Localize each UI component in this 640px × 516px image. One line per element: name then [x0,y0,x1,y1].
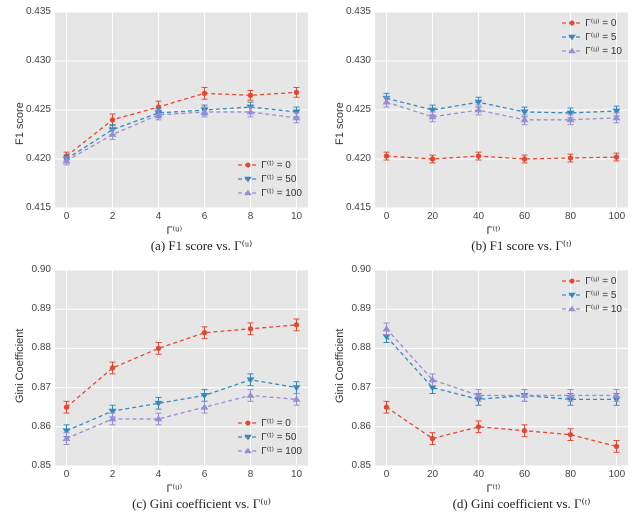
ytick-label: 0.430 [346,55,371,66]
legend-label: Γ⁽ᵘ⁾ = 5 [583,32,616,43]
xtick-label: 2 [105,211,121,222]
ytick-label: 0.88 [32,342,51,353]
legend-label: Γ⁽ᵗ⁾ = 100 [259,188,302,199]
legend-item: Γ⁽ᵗ⁾ = 0 [237,158,302,172]
ytick-label: 0.89 [352,303,371,314]
ytick-label: 0.435 [26,6,51,17]
panel-b: 0 20 40 60 80 100 0.415 0.420 0.425 0.430 0.435 Γ⁽ᵗ… [320,0,640,258]
xtick-label: 10 [289,469,305,480]
y-axis-label: F1 score [14,102,26,145]
legend-item: Γ⁽ᵗ⁾ = 100 [237,444,302,458]
panel-caption: (c) Gini coefficient vs. Γ⁽ᵘ⁾ [102,496,302,512]
y-axis-label: Gini Coefficient [14,329,26,403]
legend: Γ⁽ᵘ⁾ = 0 Γ⁽ᵘ⁾ = 5 Γ⁽ᵘ⁾ = 10 [561,16,622,58]
legend-item: Γ⁽ᵗ⁾ = 50 [237,172,302,186]
legend: Γ⁽ᵘ⁾ = 0 Γ⁽ᵘ⁾ = 5 Γ⁽ᵘ⁾ = 10 [561,274,622,316]
legend: Γ⁽ᵗ⁾ = 0 Γ⁽ᵗ⁾ = 50 Γ⁽ᵗ⁾ = 100 [237,158,302,200]
x-axis-label: Γ⁽ᵗ⁾ [487,482,501,495]
legend-label: Γ⁽ᵗ⁾ = 50 [259,432,296,443]
xtick-label: 4 [151,469,167,480]
xtick-label: 0 [379,469,395,480]
legend-item: Γ⁽ᵗ⁾ = 0 [237,416,302,430]
xtick-label: 4 [151,211,167,222]
ytick-label: 0.425 [26,104,51,115]
xtick-label: 2 [105,469,121,480]
xtick-label: 8 [243,211,259,222]
xtick-label: 40 [471,469,487,480]
legend-item: Γ⁽ᵘ⁾ = 5 [561,288,622,302]
ytick-label: 0.86 [32,421,51,432]
x-axis-label: Γ⁽ᵗ⁾ [487,224,501,237]
legend-item: Γ⁽ᵘ⁾ = 5 [561,30,622,44]
ytick-label: 0.430 [26,55,51,66]
legend-item: Γ⁽ᵘ⁾ = 0 [561,274,622,288]
ytick-label: 0.415 [26,202,51,213]
legend-label: Γ⁽ᵘ⁾ = 10 [583,46,622,57]
legend-label: Γ⁽ᵗ⁾ = 0 [259,418,291,429]
xtick-label: 20 [425,469,441,480]
xtick-label: 0 [59,211,75,222]
figure-grid: 0 2 4 6 8 10 0.415 0.420 0.425 0.430 0.435 Γ⁽ᵘ⁾ F1 s… [0,0,640,516]
legend-label: Γ⁽ᵘ⁾ = 0 [583,276,616,287]
y-axis-label: F1 score [334,102,346,145]
legend-item: Γ⁽ᵘ⁾ = 10 [561,44,622,58]
legend-label: Γ⁽ᵘ⁾ = 5 [583,290,616,301]
legend-item: Γ⁽ᵗ⁾ = 100 [237,186,302,200]
panel-caption: (d) Gini coefficient vs. Γ⁽ᵗ⁾ [422,496,622,512]
xtick-label: 100 [609,211,625,222]
xtick-label: 10 [289,211,305,222]
ytick-label: 0.90 [352,264,371,275]
y-axis-label: Gini Coefficient [334,329,346,403]
ytick-label: 0.87 [352,382,371,393]
legend-label: Γ⁽ᵘ⁾ = 0 [583,18,616,29]
x-axis-label: Γ⁽ᵘ⁾ [167,224,183,237]
xtick-label: 0 [59,469,75,480]
xtick-label: 60 [517,211,533,222]
xtick-label: 20 [425,211,441,222]
ytick-label: 0.420 [26,153,51,164]
panel-c: 0 2 4 6 8 10 0.85 0.86 0.87 0.88 0.89 0.90 Γ⁽ᵘ⁾ Gini … [0,258,320,516]
ytick-label: 0.87 [32,382,51,393]
ytick-label: 0.90 [32,264,51,275]
ytick-label: 0.425 [346,104,371,115]
ytick-label: 0.435 [346,6,371,17]
panel-caption: (a) F1 score vs. Γ⁽ᵘ⁾ [102,238,302,254]
panel-d: 0 20 40 60 80 100 0.85 0.86 0.87 0.88 0.89 0.90 Γ⁽ᵗ⁾… [320,258,640,516]
xtick-label: 0 [379,211,395,222]
legend: Γ⁽ᵗ⁾ = 0 Γ⁽ᵗ⁾ = 50 Γ⁽ᵗ⁾ = 100 [237,416,302,458]
panel-caption: (b) F1 score vs. Γ⁽ᵗ⁾ [422,238,622,254]
ytick-label: 0.415 [346,202,371,213]
ytick-label: 0.85 [32,460,51,471]
xtick-label: 80 [563,469,579,480]
legend-item: Γ⁽ᵘ⁾ = 10 [561,302,622,316]
xtick-label: 6 [197,211,213,222]
legend-label: Γ⁽ᵗ⁾ = 100 [259,446,302,457]
x-axis-label: Γ⁽ᵘ⁾ [167,482,183,495]
xtick-label: 60 [517,469,533,480]
legend-label: Γ⁽ᵘ⁾ = 10 [583,304,622,315]
legend-label: Γ⁽ᵗ⁾ = 50 [259,174,296,185]
ytick-label: 0.85 [352,460,371,471]
ytick-label: 0.89 [32,303,51,314]
xtick-label: 40 [471,211,487,222]
ytick-label: 0.420 [346,153,371,164]
xtick-label: 8 [243,469,259,480]
panel-a: 0 2 4 6 8 10 0.415 0.420 0.425 0.430 0.435 Γ⁽ᵘ⁾ F1 s… [0,0,320,258]
xtick-label: 80 [563,211,579,222]
xtick-label: 100 [609,469,625,480]
xtick-label: 6 [197,469,213,480]
ytick-label: 0.88 [352,342,371,353]
legend-item: Γ⁽ᵘ⁾ = 0 [561,16,622,30]
legend-item: Γ⁽ᵗ⁾ = 50 [237,430,302,444]
ytick-label: 0.86 [352,421,371,432]
legend-label: Γ⁽ᵗ⁾ = 0 [259,160,291,171]
